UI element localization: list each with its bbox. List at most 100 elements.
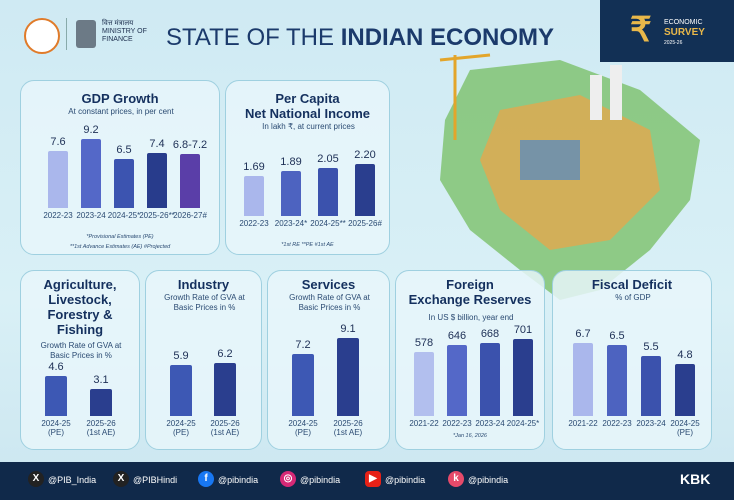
credit: KBK	[680, 471, 711, 487]
chart-subtitle: % of GDP	[615, 293, 651, 302]
chart-subtitle: In US $ billion, year end	[428, 313, 514, 322]
value-label: 701	[513, 323, 533, 336]
chart-subtitle: Growth Rate of GVA at Basic Prices in %	[289, 293, 370, 312]
chart-panel: Per Capita Net National Income In lakh ₹, …	[225, 80, 390, 255]
value-label: 668	[480, 327, 500, 340]
footnote: *1st RE **PE #1st AE	[281, 242, 334, 248]
category-label: 2022-23	[239, 219, 269, 228]
category-label: 2024-25 (PE)	[288, 419, 318, 437]
chart-title: Per Capita Net National Income	[226, 91, 389, 121]
category-label: 2024-25 (PE)	[41, 419, 71, 437]
value-label: 4.6	[48, 361, 64, 374]
title-line: Industry	[177, 277, 230, 292]
title-line: Forestry &	[47, 307, 113, 322]
handle: @PIB_India	[48, 475, 97, 485]
bar	[214, 362, 236, 416]
chart-title: Fiscal Deficit	[553, 277, 711, 292]
category-label: 2026-27#	[173, 211, 207, 220]
chart-panel: Agriculture, Livestock, Forestry & Fishing G…	[20, 270, 140, 450]
title-line: Fiscal Deficit	[591, 277, 673, 292]
value-label: 5.9	[173, 350, 189, 363]
bar	[45, 376, 67, 416]
footnote: *Provisional Estimates (PE)	[86, 234, 154, 240]
category-label: 2022-23	[602, 419, 632, 428]
bar	[607, 345, 627, 416]
badge-line: 2025-26	[664, 40, 683, 46]
category-label: 2021-22	[409, 419, 439, 428]
survey-badge: ECONOMIC SURVEY 2025-26	[664, 18, 705, 48]
category-label: 2023-24	[76, 211, 106, 220]
title-line: Foreign	[446, 277, 494, 292]
value-label: 9.2	[83, 124, 99, 136]
category-label: 2022-23	[43, 211, 73, 220]
instagram-icon: ◎	[280, 471, 296, 487]
divider	[66, 18, 67, 50]
chart-title: Foreign Exchange Reserves	[396, 277, 544, 307]
handle: @pibindia	[218, 475, 259, 485]
value-label: 578	[414, 337, 434, 350]
value-label: 6.5	[609, 330, 625, 343]
category-label: 2024-25*	[107, 211, 141, 220]
title-light: STATE OF THE	[166, 24, 335, 51]
value-label: 5.5	[643, 341, 659, 354]
category-label: 2022-23	[442, 419, 472, 428]
bar	[292, 354, 314, 416]
category-label: 2025-26 (1st AE)	[333, 419, 363, 437]
chart-title: GDP Growth	[21, 91, 219, 106]
category-label: 2023-24	[475, 419, 505, 428]
value-label: 9.1	[340, 322, 356, 335]
handle: @PIBHindi	[133, 475, 178, 485]
bar	[513, 338, 533, 416]
category-label: 2023-24	[636, 419, 666, 428]
title-line: Net National Income	[245, 106, 370, 121]
value-label: 6.7	[575, 327, 591, 340]
title-line: Exchange Reserves	[408, 292, 532, 307]
pib-logo	[24, 18, 60, 54]
bar	[675, 363, 695, 416]
chart-title: Industry	[146, 277, 261, 292]
chart-panel: Industry Growth Rate of GVA at Basic Pric…	[145, 270, 262, 450]
title-line: GDP Growth	[81, 91, 159, 106]
emblem	[76, 20, 96, 48]
value-label: 6.5	[116, 144, 132, 157]
facebook-icon: f	[198, 471, 214, 487]
title-line: Fishing	[56, 322, 104, 337]
value-label: 6.2	[217, 347, 233, 360]
bar	[318, 167, 338, 216]
x-icon: X	[28, 471, 44, 487]
koo-icon: k	[448, 471, 464, 487]
bar	[480, 342, 500, 416]
handle: @pibindia	[385, 475, 426, 485]
chart-panel: Fiscal Deficit% of GDP 6.7 2021-22 6.5 2022-…	[552, 270, 712, 450]
title-line: Per Capita	[275, 91, 340, 106]
category-label: 2025-26**	[139, 211, 175, 220]
value-label: 3.1	[93, 374, 109, 387]
bar	[355, 164, 375, 216]
chart-subtitle: At constant prices, in per cent	[68, 107, 174, 116]
rupee-icon: ₹	[630, 11, 652, 49]
chart-panel: Foreign Exchange Reserves In US $ billion,…	[395, 270, 545, 450]
title-line: Livestock,	[48, 292, 112, 307]
title-line: Agriculture,	[43, 277, 117, 292]
category-label: 2025-26 (1st AE)	[210, 419, 240, 437]
bar	[48, 151, 68, 208]
category-label: 2023-24*	[274, 219, 308, 228]
chart-subtitle: Growth Rate of GVA at Basic Prices in %	[164, 293, 245, 312]
value-label: 7.4	[149, 137, 165, 150]
value-label: 6.8-7.2	[172, 139, 208, 151]
category-label: 2024-25**	[310, 219, 346, 228]
title-line: Services	[301, 277, 356, 292]
bar	[573, 342, 593, 416]
handle: @pibindia	[468, 475, 509, 485]
value-label: 7.2	[295, 339, 311, 352]
bar	[90, 389, 112, 416]
category-label: 2024-25 (PE)	[166, 419, 196, 437]
category-label: 2025-26 (1st AE)	[86, 419, 116, 437]
value-label: 646	[447, 329, 467, 342]
value-label: 1.69	[243, 161, 265, 174]
x-icon: X	[113, 471, 129, 487]
badge-line: ECONOMIC	[664, 19, 703, 26]
value-label: 7.6	[50, 136, 66, 148]
